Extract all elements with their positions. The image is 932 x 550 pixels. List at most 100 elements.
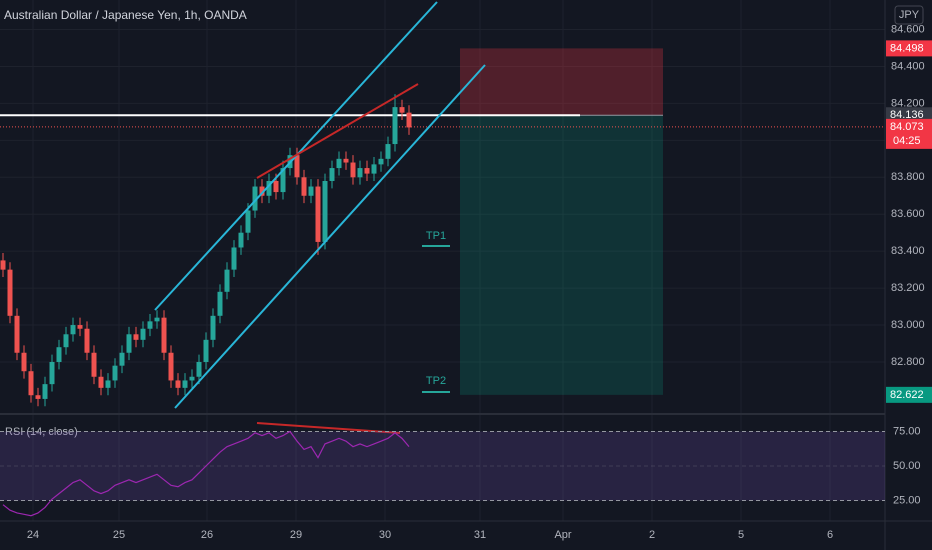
x-tick-label: 29 (290, 529, 302, 541)
x-tick-label: 31 (474, 529, 486, 541)
target-label-box (886, 386, 932, 403)
candle-body (371, 164, 377, 174)
candle-body (245, 210, 251, 233)
drawings (154, 1, 486, 434)
candle-body (392, 107, 398, 145)
candle-body (259, 186, 265, 196)
y-tick-label: 84.400 (891, 60, 925, 72)
main-pane (0, 48, 885, 407)
rsi-tick-label: 75.00 (893, 425, 921, 437)
candle-body (14, 315, 20, 353)
rsi-title: RSI (14, close) (5, 426, 78, 438)
candle-body (308, 186, 314, 196)
candle-body (329, 168, 335, 181)
currency: JPY (899, 9, 920, 21)
rsi-band (0, 431, 885, 501)
y-tick-label: 83.000 (891, 319, 925, 331)
candle-body (301, 177, 307, 196)
x-tick-label: Apr (554, 529, 571, 541)
candle-body (126, 334, 132, 353)
candle-body (385, 144, 391, 159)
candle-body (399, 107, 405, 113)
candle-body (56, 347, 62, 362)
rsi-tick-label: 25.00 (893, 494, 921, 506)
candle-body (84, 328, 90, 353)
candle-body (343, 158, 349, 163)
rsi-line (2, 430, 410, 517)
target-zone (460, 115, 663, 395)
x-tick-label: 30 (379, 529, 391, 541)
y-tick-label: 83.800 (891, 171, 925, 183)
tp1-label: TP1 (426, 230, 446, 242)
candle-body (273, 180, 279, 193)
countdown: 04:25 (893, 135, 921, 147)
candle-body (7, 269, 13, 316)
target-label: 82.622 (890, 389, 924, 401)
candle-body (252, 186, 258, 211)
stop-zone (460, 48, 663, 116)
candle-body (378, 158, 384, 165)
candle-body (364, 168, 370, 174)
candle-body (42, 384, 48, 399)
candle-body (196, 361, 202, 377)
candle-body (322, 180, 328, 242)
candle-body (91, 352, 97, 377)
candle-body (406, 112, 412, 128)
candle-body (224, 269, 230, 292)
rsi-divergence (256, 422, 401, 434)
candle-body (175, 380, 181, 388)
tp2-label: TP2 (426, 375, 446, 387)
candle-body (336, 158, 342, 169)
candle-body (21, 352, 27, 372)
x-tick-label: 25 (113, 529, 125, 541)
y-tick-label: 82.800 (891, 356, 925, 368)
y-tick-label: 83.400 (891, 245, 925, 257)
candle-body (315, 186, 321, 242)
channel-bottom (174, 64, 486, 409)
candle-body (105, 380, 111, 388)
candle-body (238, 232, 244, 248)
y-tick-label: 84.600 (891, 23, 925, 35)
candle-body (350, 162, 356, 178)
y-tick-label: 83.600 (891, 208, 925, 220)
current-label-box (886, 118, 932, 149)
candle-body (266, 180, 272, 196)
candle-body (28, 371, 34, 396)
grid (0, 0, 885, 521)
x-tick-label: 5 (738, 529, 744, 541)
candle-body (210, 315, 216, 340)
current-label: 84.073 (890, 121, 924, 133)
x-tick-label: 2 (649, 529, 655, 541)
entry-label: 84.136 (890, 109, 924, 121)
x-tick-label: 6 (827, 529, 833, 541)
y-tick-label: 84.200 (891, 97, 925, 109)
rsi-tick-label: 50.00 (893, 460, 921, 472)
candle-body (203, 339, 209, 362)
candle-body (70, 325, 76, 335)
x-tick-label: 24 (27, 529, 39, 541)
candle-body (217, 291, 223, 316)
currency-box (894, 5, 924, 25)
candle-body (77, 325, 83, 329)
candle-body (0, 260, 6, 270)
candle-body (231, 247, 237, 270)
candle-body (112, 365, 118, 381)
candle-body (119, 352, 125, 366)
candle-body (357, 168, 363, 178)
y-tick-label: 83.200 (891, 282, 925, 294)
candle-body (189, 376, 195, 381)
candle-body (154, 317, 160, 322)
candle-body (140, 328, 146, 340)
candle-body (63, 334, 69, 348)
candle-body (161, 317, 167, 353)
candle-body (168, 352, 174, 381)
candle-body (280, 168, 286, 193)
stop-label-box (886, 40, 932, 57)
candle-body (294, 155, 300, 178)
candle-body (133, 334, 139, 340)
candle-body (182, 380, 188, 388)
stop-label: 84.498 (890, 42, 924, 54)
x-tick-label: 26 (201, 529, 213, 541)
